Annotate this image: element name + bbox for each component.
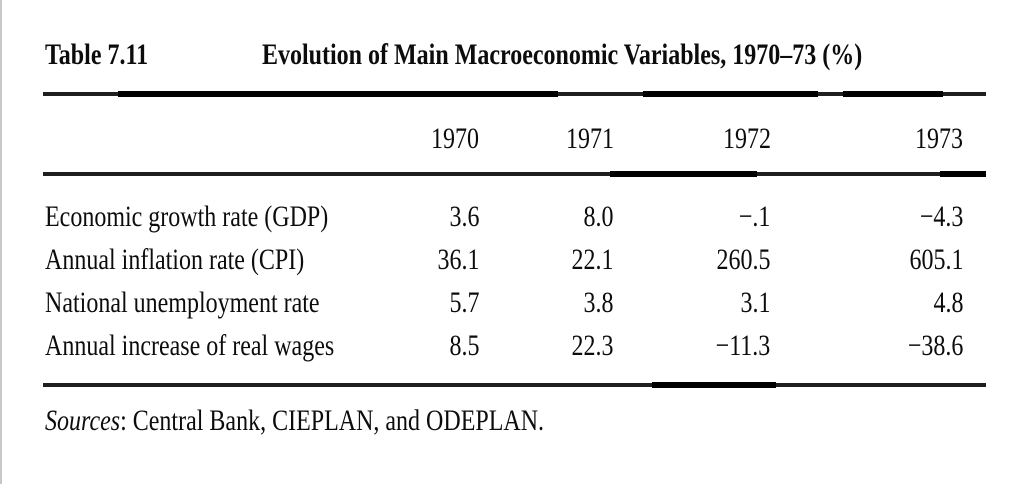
column-header-1973: 1973 (915, 122, 963, 155)
table-cell: 3.1 (740, 286, 771, 319)
table-cell: 3.8 (583, 286, 614, 319)
row-label: Economic growth rate (GDP) (45, 200, 329, 233)
rule-thick-segment (118, 91, 558, 97)
table-body: Economic growth rate (GDP) 3.6 8.0 −.1 −… (45, 195, 963, 367)
table-cell: −11.3 (715, 329, 771, 362)
table-cell: 8.5 (449, 329, 479, 362)
scan-edge-artifact (0, 0, 2, 484)
rule-thick-segment (940, 171, 986, 177)
table-cell: −.1 (738, 200, 771, 233)
rule-thick-segment (843, 91, 943, 97)
table-cell: 22.3 (571, 329, 614, 362)
column-header-1972: 1972 (722, 122, 771, 155)
table-caption: Table 7.11 Evolution of Main Macroeconom… (0, 38, 1023, 72)
table-rule-bottom (43, 382, 986, 388)
table-cell: 260.5 (716, 243, 771, 276)
column-header-1970: 1970 (431, 122, 479, 155)
corner-cell (45, 122, 385, 156)
table-cell: −4.3 (919, 200, 963, 233)
rule-thick-segment (652, 382, 776, 388)
table-cell: 22.1 (571, 243, 614, 276)
table-cell: 36.1 (437, 243, 479, 276)
sources-note: Sources: Central Bank, CIEPLAN, and ODEP… (45, 404, 669, 438)
column-header-1971: 1971 (565, 122, 614, 155)
table-number: Table 7.11 (45, 38, 174, 72)
table-cell: 605.1 (909, 243, 963, 276)
table-title: Evolution of Main Macroeconomic Variable… (262, 38, 1012, 72)
row-label: Annual inflation rate (CPI) (45, 243, 305, 276)
table-cell: 3.6 (449, 200, 479, 233)
table-cell: 8.0 (583, 200, 614, 233)
table-title-text: Evolution of Main Macroeconomic Variable… (262, 38, 863, 71)
table-rule-middle (43, 171, 986, 177)
rule-thick-segment (610, 171, 757, 177)
sources-text: : Central Bank, CIEPLAN, and ODEPLAN. (120, 404, 545, 437)
table-cell: 4.8 (933, 286, 963, 319)
row-label: National unemployment rate (45, 286, 320, 319)
table-rule-top (43, 91, 986, 97)
table-cell: 5.7 (449, 286, 479, 319)
rule-thick-segment (643, 91, 818, 97)
year-header-row: 1970 1971 1972 1973 (45, 122, 963, 156)
table-number-text: Table 7.11 (45, 38, 149, 71)
table-cell: −38.6 (907, 329, 963, 362)
sources-label: Sources (45, 404, 121, 437)
row-label: Annual increase of real wages (45, 329, 335, 362)
